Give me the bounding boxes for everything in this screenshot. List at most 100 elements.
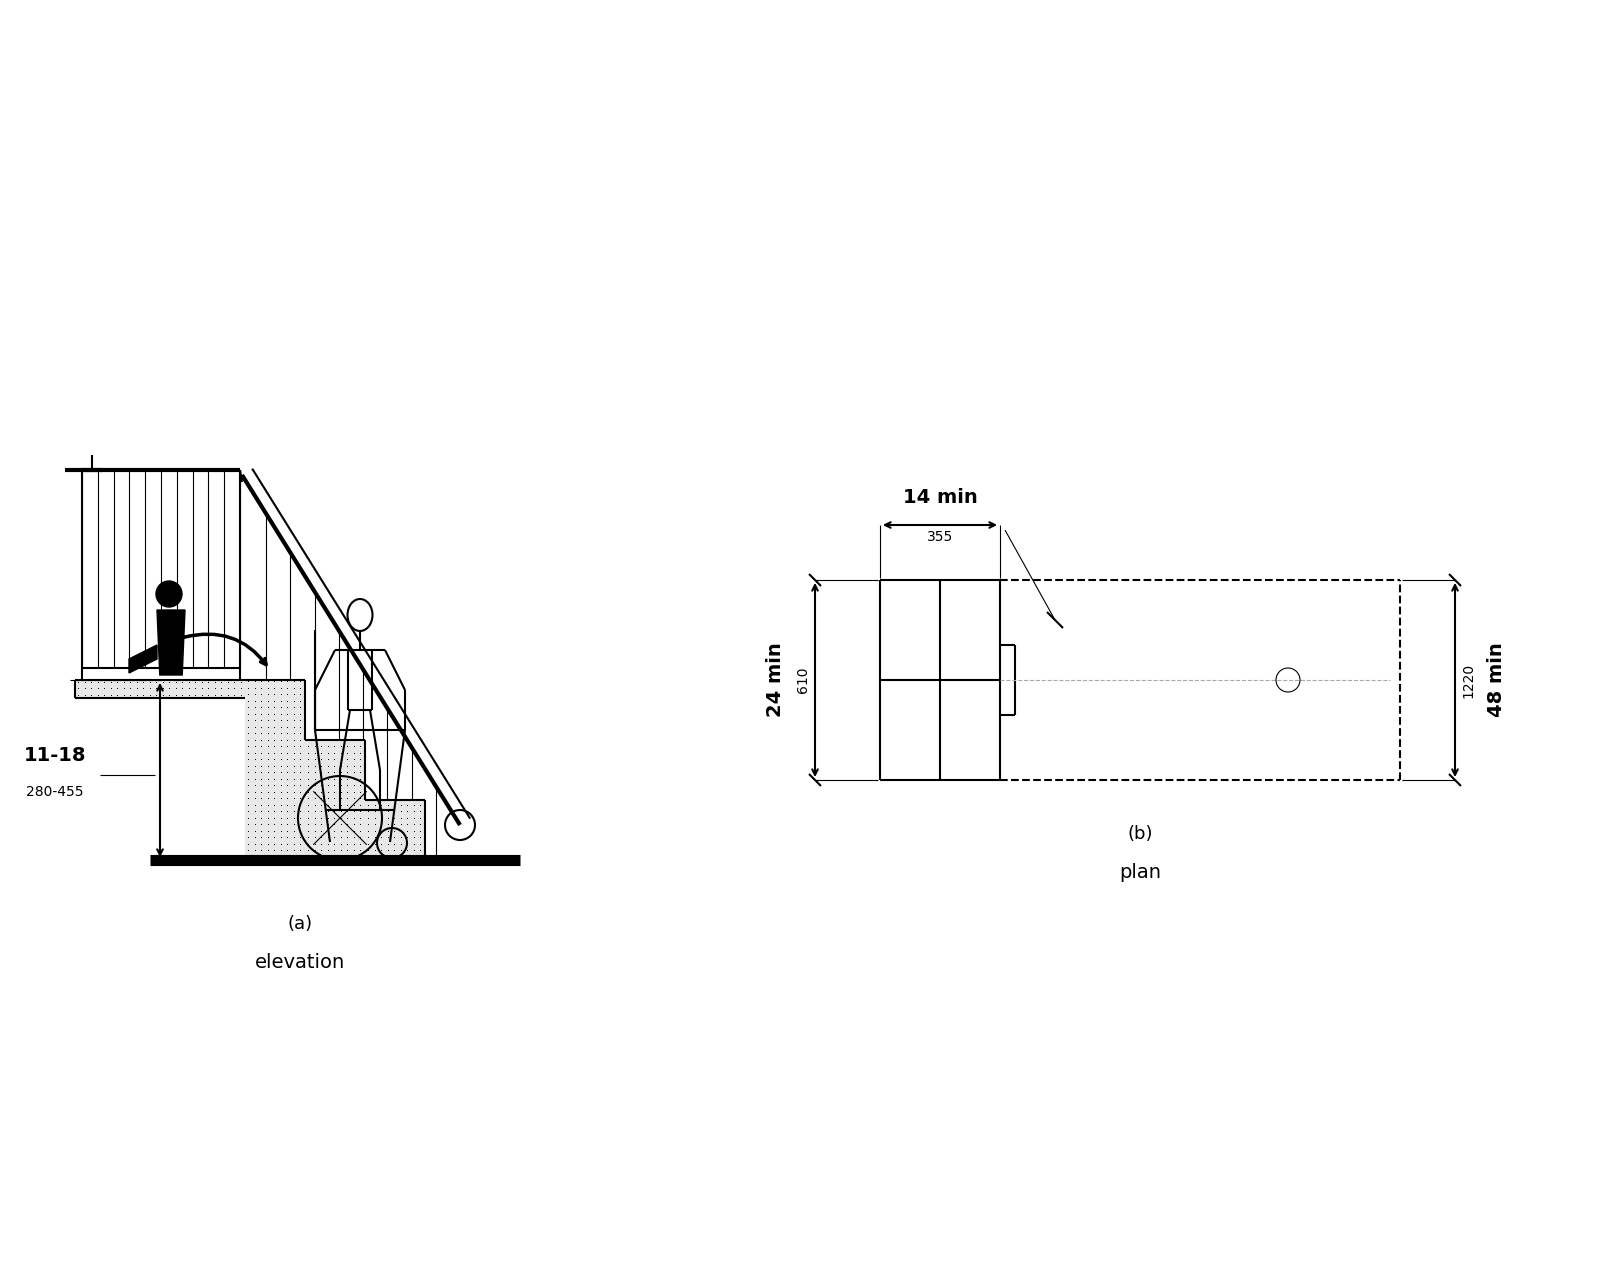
Point — [202, 678, 227, 699]
Point — [104, 685, 130, 705]
Point — [282, 774, 307, 795]
Point — [288, 698, 314, 718]
Point — [267, 846, 293, 867]
Point — [355, 808, 381, 828]
Point — [157, 685, 182, 705]
Point — [248, 782, 274, 803]
Point — [341, 795, 366, 815]
Point — [242, 840, 267, 860]
Point — [347, 774, 373, 795]
Point — [341, 814, 366, 835]
Point — [341, 755, 366, 776]
Point — [144, 685, 170, 705]
Point — [315, 782, 341, 803]
Point — [288, 795, 314, 815]
Point — [189, 672, 214, 692]
Point — [85, 672, 110, 692]
Point — [334, 749, 360, 769]
Point — [288, 846, 314, 867]
Point — [267, 840, 293, 860]
Point — [267, 698, 293, 718]
Point — [275, 827, 301, 847]
Point — [341, 749, 366, 769]
Point — [362, 833, 387, 854]
Point — [242, 730, 267, 750]
Point — [123, 672, 149, 692]
Point — [275, 717, 301, 737]
Point — [282, 704, 307, 724]
Point — [288, 762, 314, 782]
Point — [408, 840, 434, 860]
Point — [261, 808, 286, 828]
Point — [282, 698, 307, 718]
Point — [261, 717, 286, 737]
Point — [347, 814, 373, 835]
Point — [408, 820, 434, 841]
Point — [144, 672, 170, 692]
Point — [242, 677, 267, 698]
Point — [408, 808, 434, 828]
Point — [309, 749, 334, 769]
Point — [334, 846, 360, 867]
Point — [110, 678, 136, 699]
Point — [381, 801, 406, 822]
Point — [235, 788, 261, 809]
Point — [288, 820, 314, 841]
Point — [254, 788, 280, 809]
Point — [302, 782, 328, 803]
Point — [254, 710, 280, 731]
Point — [408, 827, 434, 847]
Point — [395, 827, 421, 847]
Point — [275, 820, 301, 841]
Point — [261, 827, 286, 847]
Point — [302, 774, 328, 795]
Point — [402, 840, 427, 860]
Point — [267, 833, 293, 854]
Point — [387, 808, 413, 828]
Point — [296, 749, 322, 769]
Point — [131, 672, 157, 692]
Point — [341, 782, 366, 803]
Point — [402, 833, 427, 854]
Point — [261, 774, 286, 795]
Point — [334, 774, 360, 795]
Point — [242, 801, 267, 822]
Point — [282, 671, 307, 691]
Point — [387, 814, 413, 835]
Point — [242, 762, 267, 782]
Point — [275, 684, 301, 704]
Point — [275, 677, 301, 698]
Point — [221, 672, 246, 692]
Point — [214, 685, 240, 705]
Point — [302, 808, 328, 828]
Point — [235, 704, 261, 724]
Point — [235, 684, 261, 704]
Polygon shape — [245, 680, 306, 860]
Point — [347, 788, 373, 809]
Point — [261, 671, 286, 691]
Point — [402, 808, 427, 828]
Point — [341, 827, 366, 847]
Point — [368, 833, 394, 854]
Point — [254, 833, 280, 854]
Point — [248, 677, 274, 698]
Point — [176, 685, 202, 705]
Point — [261, 833, 286, 854]
Point — [322, 755, 347, 776]
Point — [341, 846, 366, 867]
Point — [267, 671, 293, 691]
Point — [322, 814, 347, 835]
Point — [296, 795, 322, 815]
Point — [267, 788, 293, 809]
Point — [275, 710, 301, 731]
Point — [362, 846, 387, 867]
Point — [381, 808, 406, 828]
Point — [261, 782, 286, 803]
Point — [315, 736, 341, 756]
Point — [302, 814, 328, 835]
Text: 1220: 1220 — [1461, 663, 1475, 698]
Point — [248, 723, 274, 744]
Point — [296, 742, 322, 763]
Point — [355, 814, 381, 835]
Point — [288, 730, 314, 750]
